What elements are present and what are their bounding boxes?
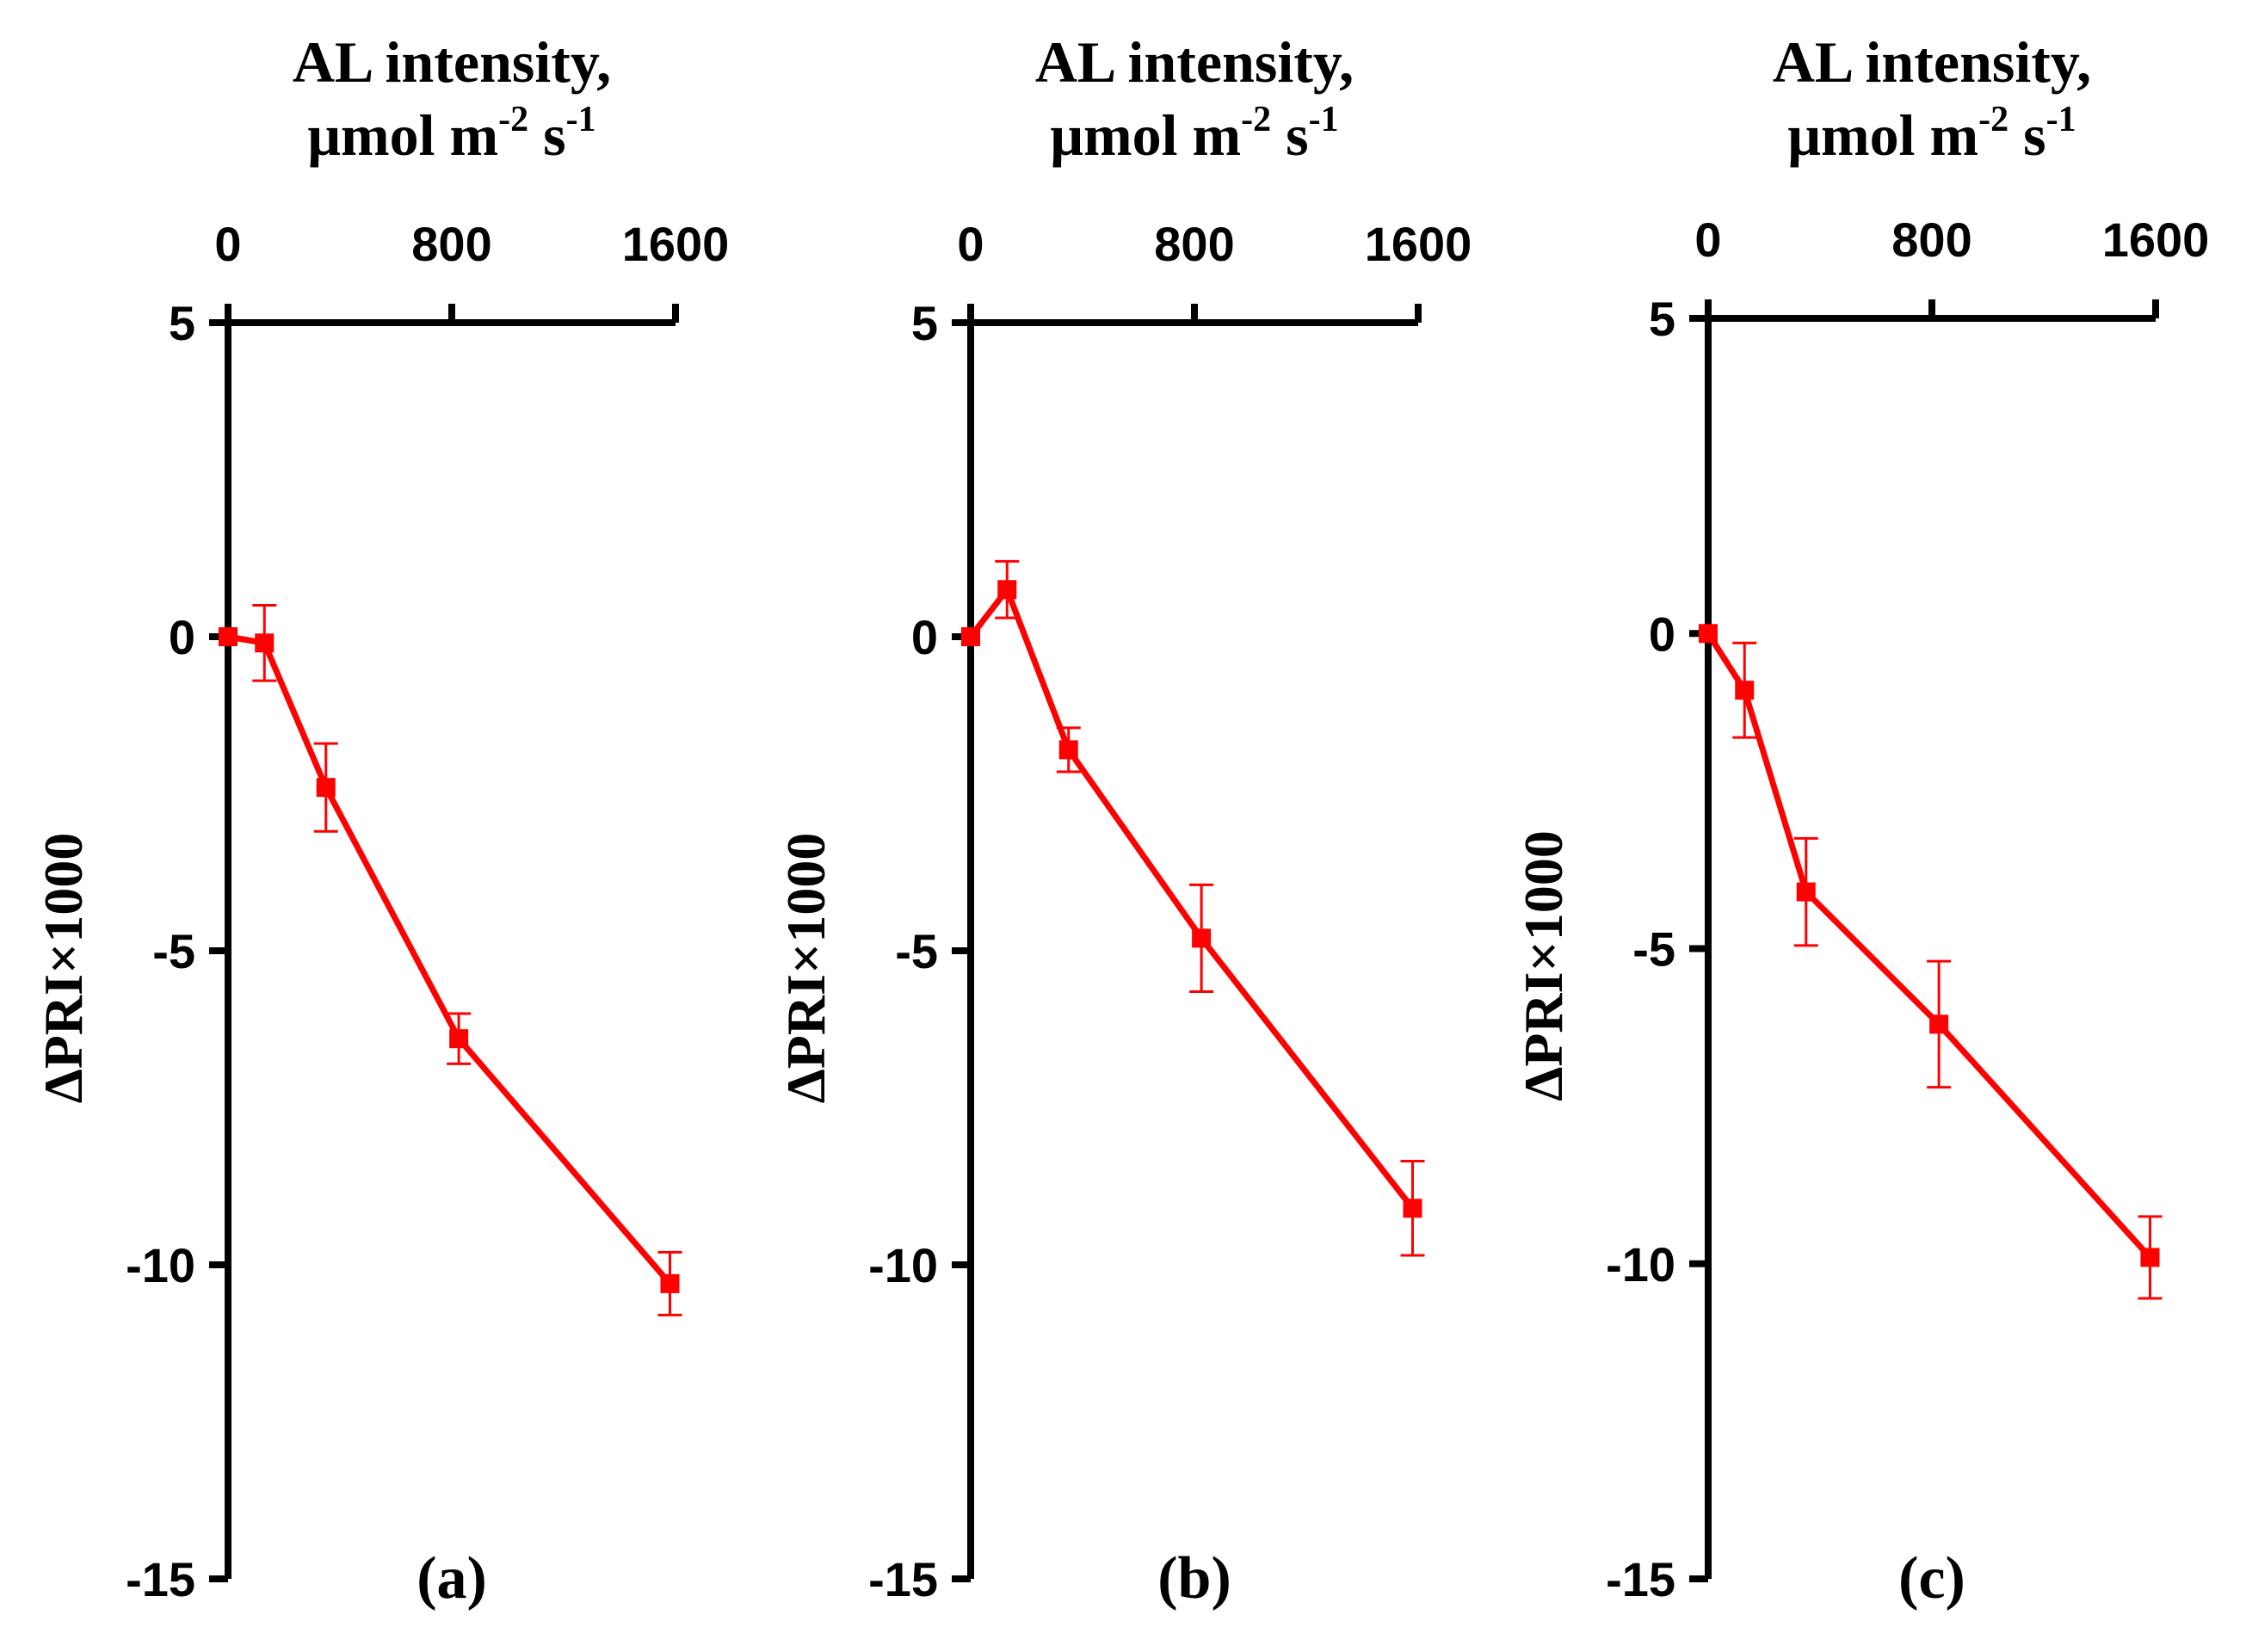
x-tick-label: 1600 <box>622 217 730 271</box>
x-tick-label: 0 <box>214 217 241 271</box>
data-point <box>1058 740 1078 760</box>
chart-title-line2: μmol m-2 s-1 <box>307 100 595 168</box>
y-tick-label: 5 <box>169 296 195 350</box>
y-tick-label: -15 <box>868 1552 938 1606</box>
y-tick-label: -10 <box>1606 1237 1675 1291</box>
x-tick-label: 1600 <box>2102 213 2210 267</box>
x-tick-label: 0 <box>957 217 984 271</box>
data-point <box>1796 882 1816 902</box>
title-sup-s: -1 <box>566 100 596 139</box>
y-tick-label: 5 <box>911 296 938 350</box>
panel-label: (c) <box>1898 1545 1965 1612</box>
title-unit-mu: μmol m <box>1050 102 1241 168</box>
chart-title-line1: AL intensity, <box>1773 29 2091 95</box>
data-point <box>1929 1014 1949 1034</box>
chart-title-line2: μmol m-2 s-1 <box>1787 100 2076 168</box>
y-tick-label: 5 <box>1649 292 1675 346</box>
title-sup-m: -2 <box>1978 100 2008 139</box>
x-tick-label: 800 <box>1154 217 1234 271</box>
series-line <box>227 633 673 1286</box>
data-point <box>219 627 238 646</box>
title-unit-s: s <box>2008 102 2045 168</box>
x-tick-label: 800 <box>1891 213 1971 267</box>
title-unit-s: s <box>1271 102 1308 168</box>
data-point <box>1735 681 1755 700</box>
chart-title-line1: AL intensity, <box>1035 29 1354 95</box>
data-point <box>1192 928 1212 948</box>
y-tick-label: -15 <box>1606 1552 1675 1606</box>
data-point <box>2140 1248 2160 1267</box>
series-line <box>968 586 1416 1211</box>
x-tick-label: 0 <box>1694 213 1721 267</box>
title-unit-mu: μmol m <box>1787 102 1978 168</box>
y-tick-label: 0 <box>169 610 195 664</box>
series-line <box>1706 632 2153 1260</box>
data-point <box>1699 624 1718 644</box>
data-point <box>255 633 275 653</box>
title-sup-s: -1 <box>1309 100 1339 139</box>
data-point <box>660 1273 680 1293</box>
title-unit-s: s <box>528 102 565 168</box>
panel-label: (b) <box>1157 1545 1231 1612</box>
panel-label: (a) <box>416 1545 487 1612</box>
y-tick-label: -5 <box>152 924 195 978</box>
chart-title-line1: AL intensity, <box>293 29 611 95</box>
title-unit-mu: μmol m <box>307 102 498 168</box>
y-tick-label: 0 <box>911 610 938 664</box>
y-axis-label: ΔPRI×1000 <box>1513 830 1574 1101</box>
data-point <box>449 1029 469 1049</box>
title-sup-m: -2 <box>498 100 528 139</box>
data-point <box>997 580 1017 600</box>
y-tick-label: 0 <box>1649 607 1675 661</box>
y-axis-label: ΔPRI×1000 <box>33 833 94 1104</box>
title-sup-m: -2 <box>1241 100 1271 139</box>
y-tick-label: -15 <box>126 1552 195 1606</box>
y-tick-label: -5 <box>1632 922 1675 977</box>
data-point <box>961 627 980 646</box>
data-point <box>1403 1199 1422 1218</box>
x-tick-label: 1600 <box>1365 217 1472 271</box>
chart-title-line2: μmol m-2 s-1 <box>1050 100 1338 168</box>
y-axis-label: ΔPRI×1000 <box>775 833 836 1104</box>
title-sup-s: -1 <box>2046 100 2076 139</box>
x-tick-label: 800 <box>411 217 491 271</box>
y-tick-label: -5 <box>895 924 938 978</box>
data-point <box>316 778 336 798</box>
y-tick-label: -10 <box>868 1238 938 1292</box>
y-tick-label: -10 <box>126 1238 195 1292</box>
